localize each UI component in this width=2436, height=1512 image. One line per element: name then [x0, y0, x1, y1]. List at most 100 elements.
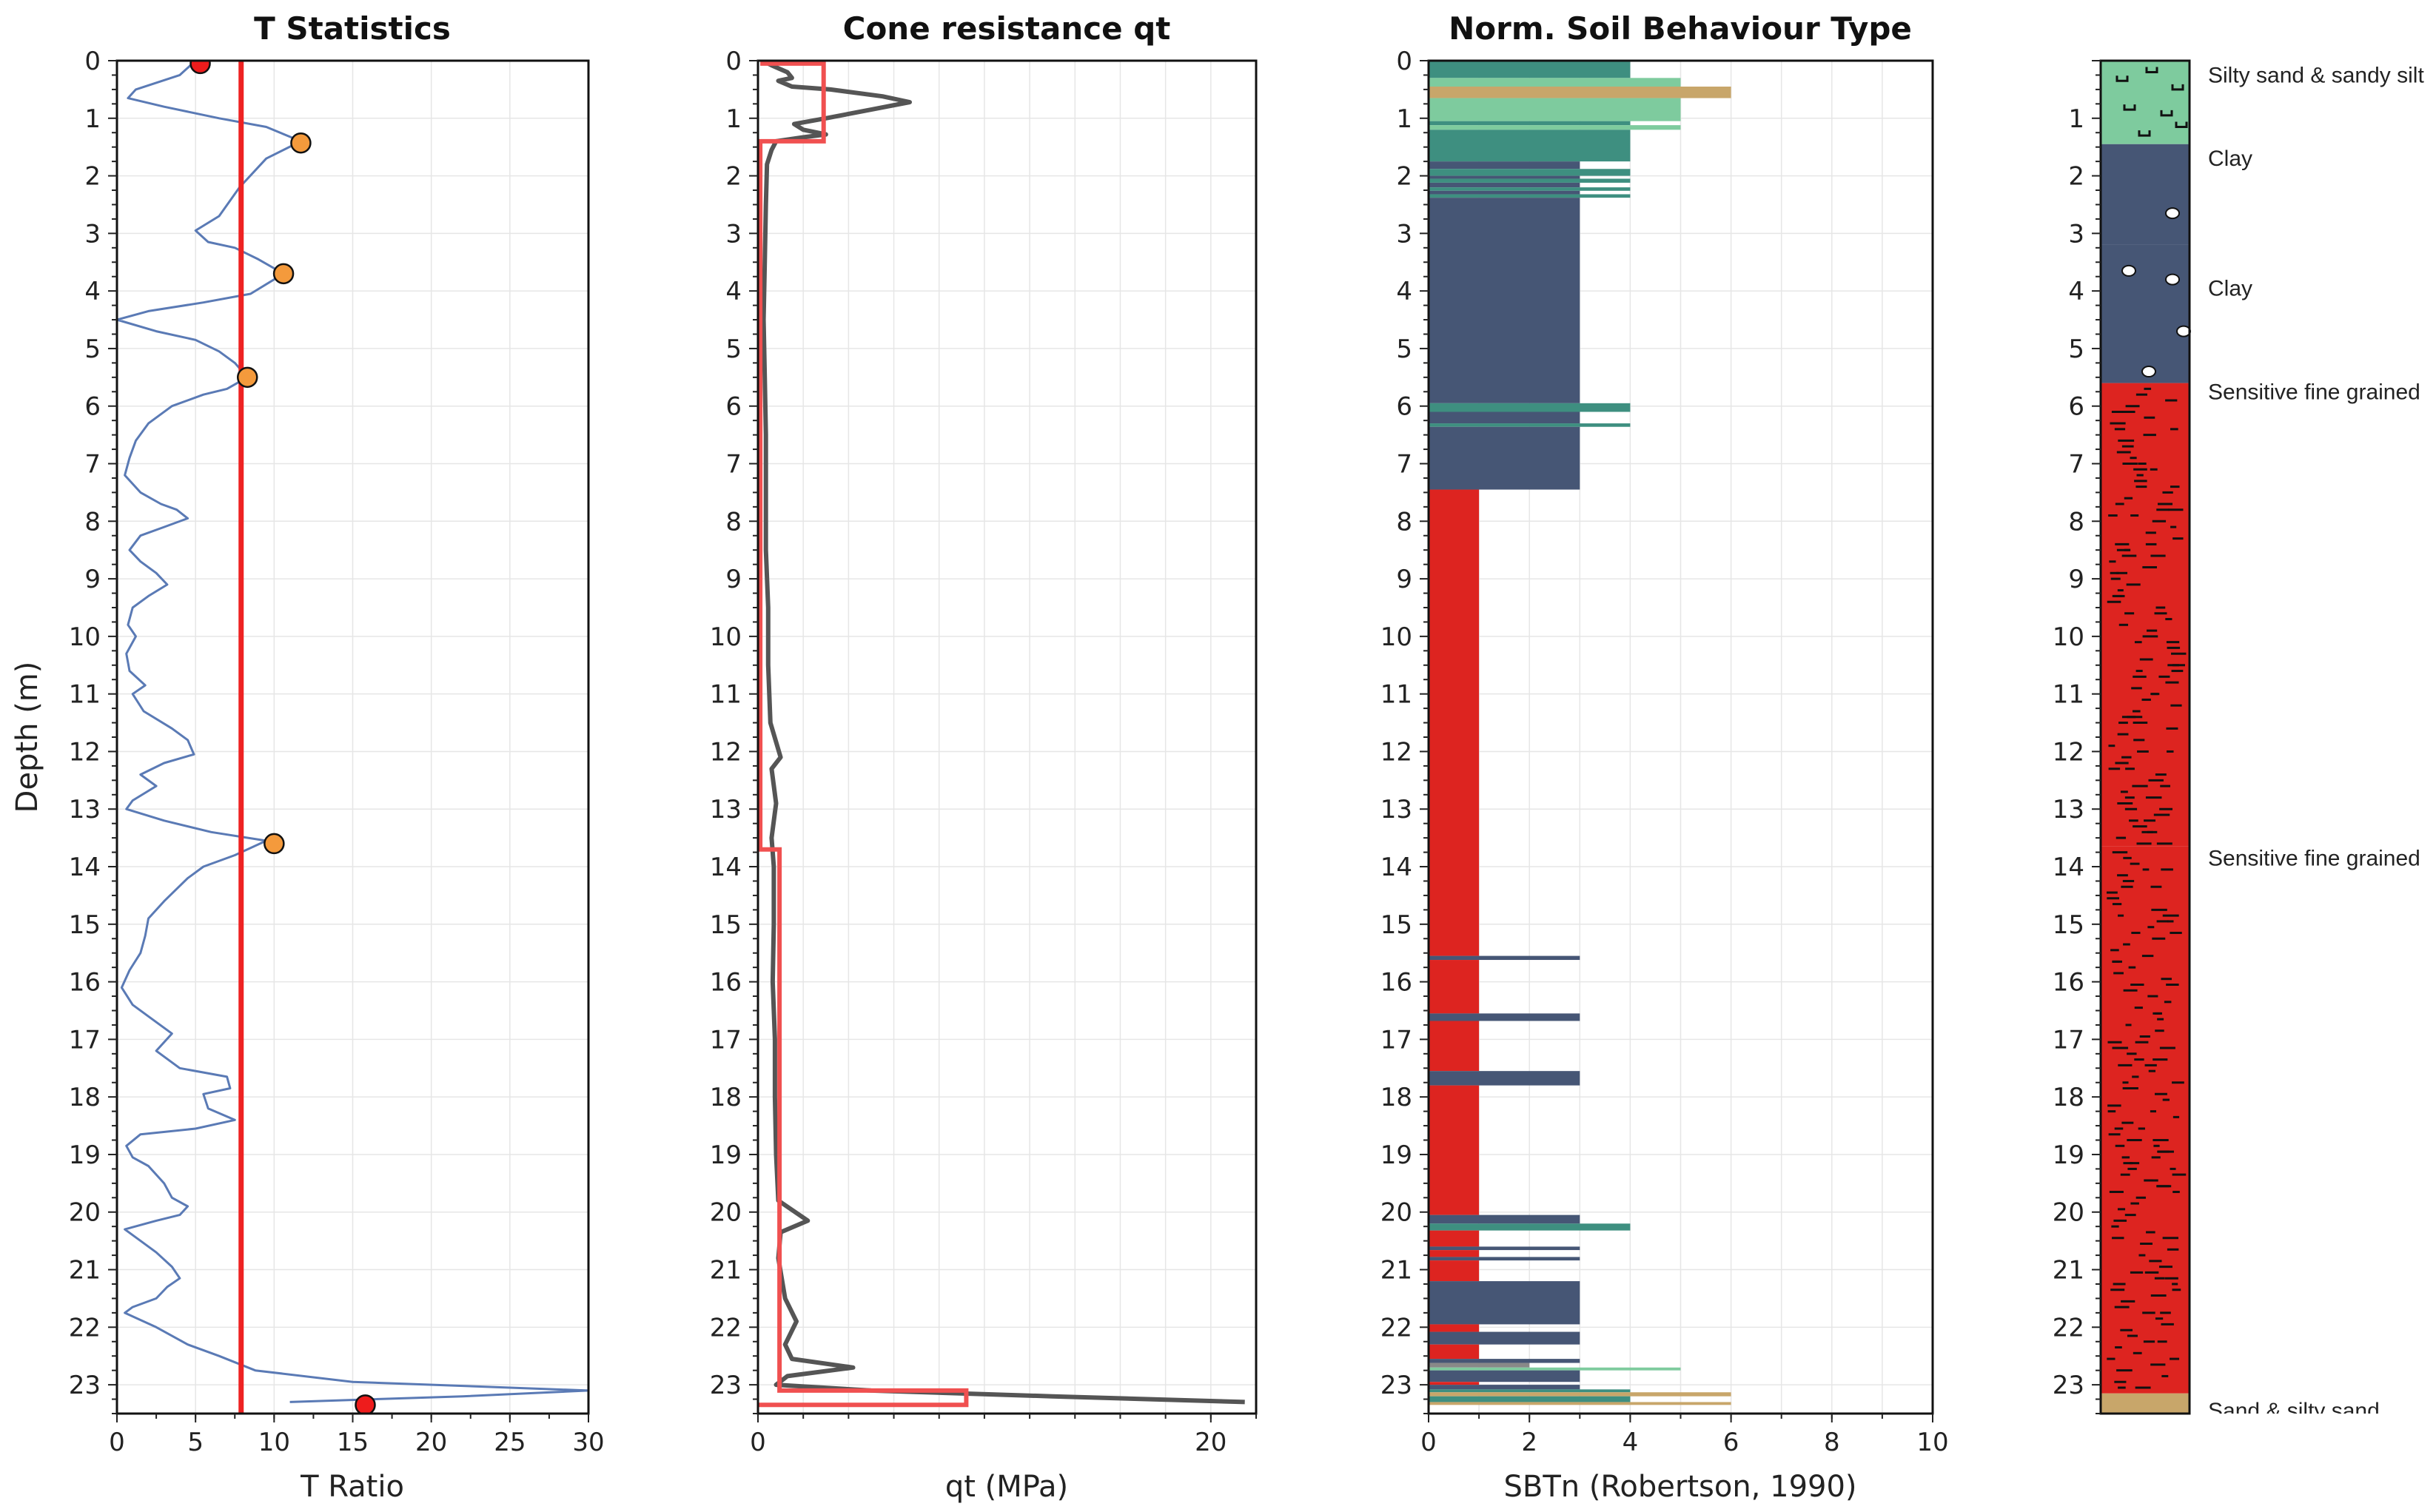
clay-pattern-mark: [2122, 266, 2135, 276]
depth-tick-label: 16: [69, 968, 101, 998]
depth-tick-label: 5: [1396, 335, 1412, 364]
depth-tick-label: 23: [69, 1371, 101, 1400]
t-peak-marker: [191, 54, 210, 73]
sbtn-bar: [1429, 412, 1580, 424]
sbtn-bar: [1429, 125, 1681, 130]
t-peak-marker: [274, 264, 293, 283]
sbtn-bar: [1429, 490, 1479, 956]
depth-tick-label: 10: [69, 622, 101, 652]
sbtn-bar: [1429, 1215, 1580, 1224]
soil-layer-label: Sand & silty sand: [2208, 1399, 2380, 1423]
depth-tick-label: 7: [725, 450, 742, 480]
sbtn-title: Norm. Soil Behaviour Type: [1449, 10, 1912, 47]
x-tick-label: 15: [337, 1428, 369, 1457]
sbtn-bar: [1429, 427, 1580, 490]
depth-tick-label: 11: [69, 680, 101, 710]
depth-tick-label: 8: [84, 507, 101, 537]
depth-tick-label: 1: [84, 104, 101, 134]
sbtn-bar: [1429, 78, 1681, 87]
sbtn-bar: [1429, 1257, 1580, 1260]
depth-tick-label: 7: [1396, 450, 1412, 480]
sbtn-bar: [1429, 161, 1580, 169]
depth-tick-label: 20: [2053, 1198, 2084, 1228]
sbtn-bar: [1429, 1397, 1630, 1402]
sbtn-bar: [1429, 1260, 1479, 1281]
sbtn-axis-label: SBTn (Robertson, 1990): [1503, 1470, 1856, 1504]
x-tick-label: 30: [572, 1428, 604, 1457]
depth-tick-label: 18: [710, 1083, 742, 1112]
cone-resistance-depth-ticks: 01234567891011121314151617181920212223: [710, 47, 758, 1414]
sbtn-bar: [1429, 1359, 1580, 1363]
depth-tick-label: 23: [2053, 1371, 2084, 1400]
sbtn-bar: [1429, 61, 1630, 78]
soil-layer-label: Sensitive fine grained: [2208, 380, 2420, 404]
x-tick-label: 5: [187, 1428, 204, 1457]
depth-tick-label: 2: [1396, 162, 1412, 192]
depth-tick-label: 10: [1380, 622, 1412, 652]
x-tick-label: 25: [494, 1428, 526, 1457]
depth-tick-label: 1: [2068, 104, 2084, 134]
soil-profile-labels: Silty sand & sandy siltClayClaySensitive…: [2208, 63, 2424, 1423]
sbtn-bar: [1429, 1332, 1580, 1345]
sbtn-bar: [1429, 187, 1630, 191]
depth-tick-label: 22: [2053, 1313, 2084, 1343]
t-statistics-title: T Statistics: [254, 10, 451, 47]
x-tick-label: 0: [750, 1428, 766, 1457]
sbtn-x-ticks: 0 2 4 6 8 10: [1420, 1414, 1948, 1457]
sbtn-bar: [1429, 1281, 1580, 1324]
depth-tick-label: 12: [1380, 737, 1412, 767]
t-statistics-panel: T Statistics 012345678910111213141516171…: [10, 10, 605, 1504]
soil-layer: [2101, 1394, 2190, 1414]
depth-tick-label: 20: [1380, 1198, 1412, 1228]
depth-tick-label: 3: [84, 219, 101, 249]
sbtn-depth-ticks: 01234567891011121314151617181920212223: [1380, 47, 1429, 1414]
depth-tick-label: 12: [2053, 737, 2084, 767]
depth-tick-label: 15: [1380, 910, 1412, 940]
depth-tick-label: 21: [1380, 1256, 1412, 1286]
x-tick-label: 4: [1623, 1428, 1639, 1457]
sbtn-bar: [1429, 1231, 1479, 1247]
sbtn-bar: [1429, 1250, 1479, 1257]
sbtn-bar: [1429, 1345, 1479, 1359]
sbtn-bar: [1429, 1021, 1479, 1071]
sbtn-bar: [1429, 1402, 1731, 1405]
cone-resistance-panel: Cone resistance qt 012345678910111213141…: [710, 10, 1256, 1504]
x-tick-label: 20: [1195, 1428, 1227, 1457]
depth-tick-label: 13: [1380, 795, 1412, 824]
depth-tick-label: 17: [2053, 1025, 2084, 1055]
sbtn-bar: [1429, 1013, 1580, 1021]
depth-tick-label: 4: [1396, 277, 1412, 306]
clay-pattern-mark: [2142, 366, 2155, 377]
sbtn-panel: Norm. Soil Behaviour Type 01234567891011…: [1380, 10, 1949, 1504]
sbtn-bar: [1429, 1363, 1529, 1368]
x-tick-label: 10: [1916, 1428, 1948, 1457]
depth-tick-label: 0: [1396, 47, 1412, 76]
sbtn-bar: [1429, 960, 1479, 1013]
soil-profile-column: [2101, 61, 2190, 1414]
depth-tick-label: 16: [710, 968, 742, 998]
t-statistics-depth-ticks: 01234567891011121314151617181920212223: [69, 47, 117, 1414]
depth-tick-label: 23: [1380, 1371, 1412, 1400]
clay-pattern-mark: [2166, 275, 2179, 285]
sbtn-bar: [1429, 1392, 1731, 1396]
depth-tick-label: 14: [1380, 853, 1412, 882]
depth-tick-label: 14: [2053, 853, 2084, 882]
depth-tick-label: 7: [2068, 450, 2084, 480]
soil-layer-label: Sensitive fine grained: [2208, 846, 2420, 870]
sbtn-bar: [1429, 130, 1630, 161]
x-tick-label: 2: [1521, 1428, 1537, 1457]
depth-tick-label: 9: [84, 565, 101, 594]
x-tick-label: 8: [1824, 1428, 1840, 1457]
depth-tick-label: 17: [69, 1025, 101, 1055]
x-tick-label: 0: [1420, 1428, 1437, 1457]
depth-tick-label: 11: [710, 680, 742, 710]
depth-tick-label: 13: [710, 795, 742, 824]
cone-resistance-gridlines: [758, 61, 1256, 1414]
depth-tick-label: 15: [69, 910, 101, 940]
sbtn-bar: [1429, 98, 1681, 121]
clay-pattern-mark: [2177, 326, 2190, 337]
depth-tick-label: 11: [1380, 680, 1412, 710]
depth-tick-label: 20: [710, 1198, 742, 1228]
qt-average-line: [758, 64, 966, 1405]
